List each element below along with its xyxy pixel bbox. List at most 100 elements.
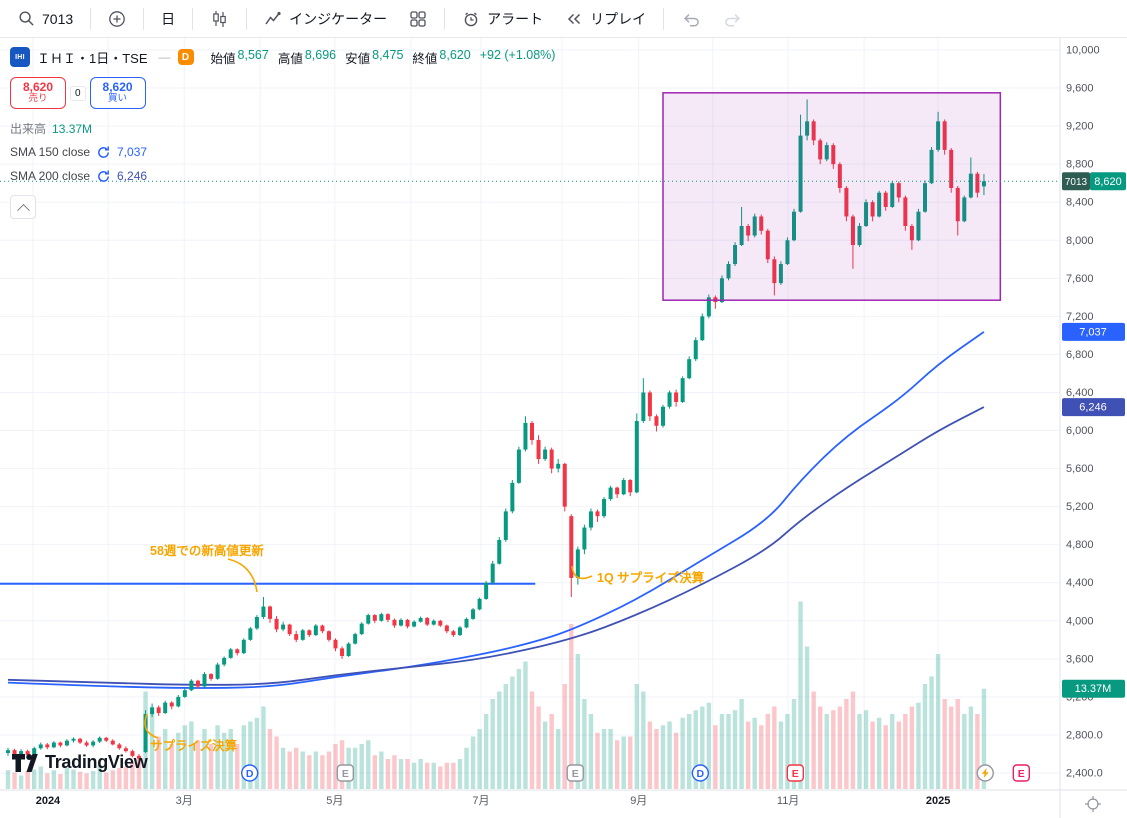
price-tick-label: 3,600	[1066, 653, 1094, 665]
candle-body	[353, 634, 358, 644]
candle-body	[38, 744, 43, 749]
candle-body	[929, 149, 934, 184]
volume-bar	[149, 710, 155, 789]
candle-body	[6, 750, 10, 754]
volume-bar	[136, 759, 142, 789]
candle-body	[503, 511, 508, 540]
candle-body	[739, 225, 744, 246]
candle-body	[143, 714, 148, 753]
symbol-title[interactable]: ＩＨＩ・1日・TSE	[37, 50, 148, 66]
candle-body	[903, 197, 908, 226]
volume-bar	[189, 721, 194, 789]
price-tick-label: 6,800	[1066, 349, 1094, 361]
price-axis-badge-label: 6,246	[1079, 402, 1107, 414]
last-price-badge	[1090, 172, 1126, 191]
candle-body	[418, 617, 423, 622]
volume-bar	[84, 773, 89, 789]
highlight-box[interactable]	[662, 92, 1002, 301]
compare-add-button[interactable]	[98, 5, 136, 33]
candle-body	[811, 121, 816, 141]
volume-bar	[163, 729, 168, 789]
event-badge[interactable]	[691, 764, 710, 782]
buy-button[interactable]: 8,620 買い	[89, 77, 146, 109]
event-badge[interactable]	[786, 764, 805, 782]
volume-bar	[772, 706, 777, 789]
volume-bar	[58, 774, 63, 789]
time-tick-label: 3月	[176, 795, 193, 807]
event-badge[interactable]	[240, 764, 259, 782]
volume-bar	[850, 691, 856, 789]
close-value: 8,620	[439, 47, 471, 62]
legend-collapse-dash[interactable]: —	[158, 50, 171, 64]
event-badge[interactable]	[566, 764, 584, 782]
candle-body	[215, 664, 220, 679]
candle-body	[530, 422, 534, 441]
candle-body	[425, 617, 430, 625]
candle-body	[444, 625, 449, 632]
toolbar-divider	[143, 7, 145, 30]
volume-bar	[588, 714, 594, 789]
candle-body	[110, 740, 115, 745]
tradingview-logo[interactable]: TradingView	[12, 752, 148, 773]
candle-body	[562, 463, 567, 507]
crosshair-target-icon[interactable]	[1087, 798, 1099, 810]
top-toolbar: 7013 日 インジケーター アラート リプレイ	[0, 0, 1127, 38]
annotation-arrow	[144, 713, 159, 739]
indicators-button[interactable]: インジケーター	[254, 5, 397, 33]
sell-button[interactable]: 8,620 売り	[10, 77, 66, 109]
indicator-templates-button[interactable]	[399, 5, 437, 33]
interval-button[interactable]: 日	[151, 5, 185, 33]
replay-button[interactable]: リプレイ	[555, 5, 656, 33]
candle-body	[405, 619, 410, 627]
volume-bar	[870, 721, 875, 789]
volume-value: 13.37M	[52, 121, 93, 136]
volume-bar	[182, 725, 188, 789]
price-axis-badge-label: 13.37M	[1075, 683, 1112, 695]
price-tick-label: 8,400	[1066, 197, 1094, 209]
delayed-data-badge: D	[177, 49, 194, 65]
volume-bar	[575, 654, 581, 789]
volume-bar	[274, 736, 279, 789]
candle-body	[392, 619, 397, 626]
candle-body	[202, 674, 207, 687]
candle-body	[287, 624, 292, 635]
volume-bar	[280, 747, 286, 789]
price-tick-label: 2,400.0	[1066, 768, 1103, 780]
chart-annotation[interactable]: 1Q サプライズ決算	[597, 570, 705, 585]
legend-collapse-button[interactable]	[10, 195, 36, 219]
candle-body	[634, 421, 639, 493]
candle-body	[464, 618, 469, 628]
volume-bar	[752, 717, 757, 789]
volume-bar	[536, 706, 541, 789]
sma200-legend-row[interactable]: SMA 200 close 6,246	[10, 167, 555, 185]
price-tick-label: 6,400	[1066, 387, 1094, 399]
tradingview-wordmark: TradingView	[45, 752, 148, 772]
chart-style-button[interactable]	[200, 5, 239, 33]
volume-bar	[831, 710, 836, 789]
chart-annotation[interactable]: 58週での新高値更新	[150, 543, 264, 558]
redo-button[interactable]	[713, 5, 753, 33]
volume-bar	[97, 765, 102, 789]
event-badge[interactable]	[1012, 764, 1030, 782]
sma150-legend-row[interactable]: SMA 150 close 7,037	[10, 143, 555, 161]
volume-bar	[202, 729, 207, 789]
low-value: 8,475	[372, 47, 404, 62]
price-axis-badge	[1062, 679, 1125, 698]
alert-button[interactable]: アラート	[452, 5, 553, 33]
candle-body	[883, 192, 888, 207]
candle-body	[536, 440, 541, 460]
price-tick-label: 4,800	[1066, 539, 1094, 551]
candle-body	[222, 657, 227, 665]
event-badge[interactable]	[336, 764, 355, 782]
candle-body	[733, 245, 738, 265]
volume-bar	[883, 725, 888, 789]
candle-body	[628, 479, 633, 493]
symbol-search-button[interactable]: 7013	[8, 5, 83, 33]
undo-button[interactable]	[671, 5, 711, 33]
candle-body	[182, 690, 187, 697]
chart-annotation[interactable]: サプライズ決算	[150, 738, 238, 753]
candle-body	[346, 643, 351, 656]
volume-bar	[647, 721, 653, 789]
